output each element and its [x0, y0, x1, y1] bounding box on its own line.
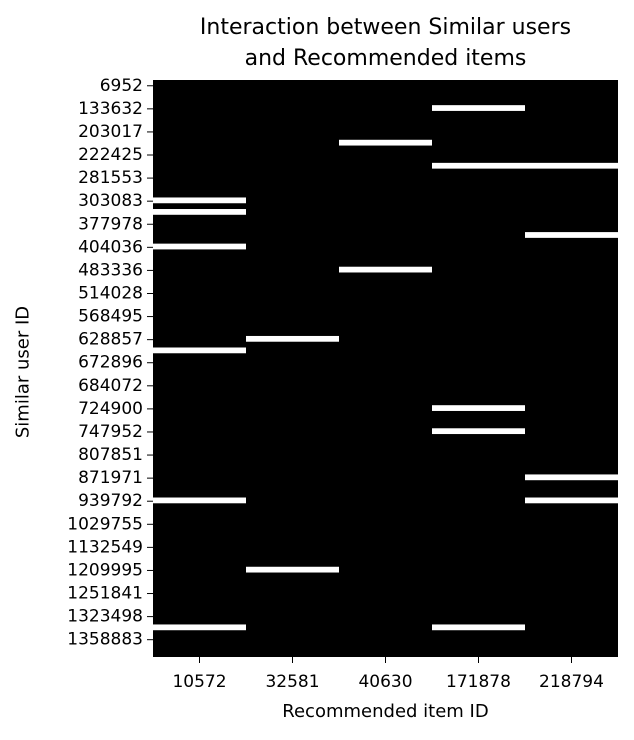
y-tick-label: 684072: [78, 376, 143, 396]
y-tick-label: 281553: [78, 168, 143, 188]
interaction-cell: [432, 162, 525, 169]
chart-title-line-2: and Recommended items: [244, 46, 527, 71]
interaction-cell: [153, 209, 246, 215]
y-axis-label: Similar user ID: [12, 305, 34, 439]
interaction-cell: [432, 105, 525, 111]
interaction-cell: [246, 566, 339, 573]
interaction-cell: [525, 232, 618, 238]
y-tick-label: 628857: [78, 330, 143, 350]
y-tick-label: 807851: [78, 445, 143, 465]
interaction-cell: [153, 243, 246, 250]
y-tick-label: 672896: [78, 353, 143, 373]
interaction-cell: [432, 624, 525, 631]
y-tick-label: 404036: [78, 237, 143, 257]
interaction-cell: [246, 335, 339, 342]
y-tick-label: 1029755: [67, 514, 143, 534]
x-tick-label: 171878: [446, 672, 511, 692]
x-axis-label: Recommended item ID: [282, 701, 489, 722]
y-tick-label: 514028: [78, 283, 143, 303]
y-tick-label: 222425: [78, 145, 143, 165]
y-tick-label: 1358883: [67, 630, 143, 650]
y-tick-label: 483336: [78, 260, 143, 280]
interaction-cell: [339, 266, 432, 273]
y-tick-label: 1251841: [67, 584, 143, 604]
y-tick-label: 1132549: [67, 537, 143, 557]
y-tick-label: 1323498: [67, 607, 143, 627]
interaction-cell: [153, 497, 246, 504]
y-tick-label: 303083: [78, 191, 143, 211]
interaction-cell: [432, 405, 525, 411]
heatmap-background: [153, 80, 618, 657]
y-tick-label: 939792: [78, 491, 143, 511]
chart-title-line-1: Interaction between Similar users: [199, 15, 572, 40]
y-tick-label: 377978: [78, 214, 143, 234]
interaction-cell: [525, 474, 618, 481]
interaction-cell: [153, 624, 246, 631]
interaction-cell: [339, 139, 432, 146]
x-tick-label: 218794: [539, 672, 604, 692]
interaction-cell: [432, 428, 525, 435]
y-tick-label: 871971: [78, 468, 143, 488]
interaction-cell: [153, 347, 246, 354]
y-tick-label: 724900: [78, 399, 143, 419]
y-tick-label: 133632: [78, 99, 143, 119]
y-tick-label: 1209995: [67, 560, 143, 580]
y-tick-label: 6952: [100, 76, 143, 96]
x-tick-label: 40630: [358, 672, 412, 692]
x-tick-label: 32581: [265, 672, 319, 692]
y-tick-label: 568495: [78, 307, 143, 327]
interaction-cell: [525, 497, 618, 504]
y-tick-label: 203017: [78, 122, 143, 142]
interaction-cell: [525, 162, 618, 169]
y-tick-label: 747952: [78, 422, 143, 442]
x-tick-label: 10572: [172, 672, 226, 692]
interaction-cell: [153, 197, 246, 204]
